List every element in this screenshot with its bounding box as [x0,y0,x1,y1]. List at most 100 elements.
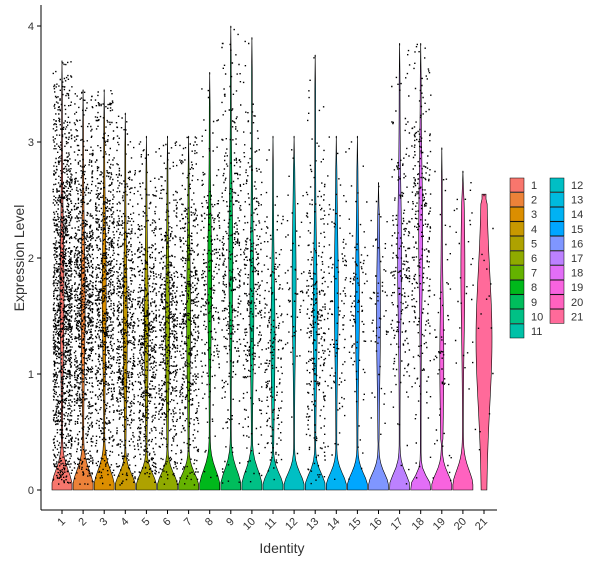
legend-label: 3 [531,209,537,221]
legend-label: 12 [571,180,583,192]
x-tick-label: 19 [431,516,448,533]
jitter-points-9 [221,26,242,484]
legend-item-18: 18 [549,265,583,280]
y-tick-label: 1 [28,369,34,381]
legend-label: 13 [571,195,583,207]
legend-swatch [549,177,565,193]
jitter-points-path-2 [73,91,94,485]
jitter-points-path-11 [263,149,284,481]
legend-label: 16 [571,238,583,250]
legend-item-8: 8 [509,279,537,295]
legend-label: 19 [571,282,583,294]
legend-swatch [549,294,565,310]
legend-swatch [549,236,565,251]
jitter-points-path-9 [221,28,242,484]
legend-label: 4 [531,224,537,236]
legend-item-5: 5 [509,236,537,251]
legend-swatch [549,265,565,280]
x-tick-label: 9 [224,516,237,529]
legend-item-10: 10 [509,309,543,324]
violin-11 [262,135,284,491]
legend-swatch [509,177,525,193]
y-tick-label: 0 [28,485,34,497]
legend-swatch [549,250,565,266]
legend-label: 20 [571,297,583,309]
legend-item-16: 16 [549,236,583,251]
legend-item-6: 6 [509,250,537,266]
violin-8 [199,72,220,491]
legend-swatch [549,309,565,324]
legend-item-7: 7 [509,265,537,280]
x-tick-label: 21 [473,516,490,533]
violin-17 [389,43,410,491]
jitter-points-18 [411,43,432,479]
x-tick-label: 7 [182,516,195,529]
x-tick-label: 20 [452,516,469,533]
violin-15 [347,135,368,491]
jitter-points-21 [474,194,494,451]
legend-item-12: 12 [549,177,583,193]
jitter-points-16 [369,182,389,435]
violin-layer [51,25,493,491]
x-tick-label: 18 [410,516,427,533]
legend-swatch [509,265,525,280]
legend-swatch [509,250,525,266]
jitter-points-19 [432,147,452,482]
jitter-points-path-3 [94,90,116,486]
x-tick-label: 13 [304,516,321,533]
jitter-points-path-4 [115,115,137,486]
legend-swatch [509,206,525,222]
legend-label: 7 [531,268,537,280]
x-tick-label: 8 [203,516,216,529]
legend-swatch [509,221,525,237]
x-tick-label: 15 [346,516,363,533]
legend-label: 10 [531,311,543,323]
jitter-points-1 [52,60,73,485]
legend-swatch [509,323,525,339]
jitter-points-7 [179,136,200,486]
jitter-points-2 [73,89,94,485]
violin-16 [368,182,389,491]
legend-swatch [549,221,565,237]
x-tick-label: 3 [98,516,111,529]
jitter-points-4 [115,113,137,486]
jitter-points-17 [390,43,411,485]
y-ticks: 0 1 2 3 4 [28,21,41,497]
violin-20 [452,170,474,491]
legend-item-20: 20 [549,294,583,310]
jitter-points-path-6 [158,141,179,486]
x-tick-label: 12 [283,516,300,533]
point-layer [52,26,494,486]
x-tick-label: 17 [389,516,406,533]
legend-swatch [549,192,565,207]
legend-label: 8 [531,282,537,294]
y-tick-label: 3 [28,137,34,149]
jitter-points-path-5 [136,141,158,483]
violin-14 [326,135,347,491]
legend-item-15: 15 [549,221,583,237]
violin-21 [475,193,493,491]
legend-item-1: 1 [509,177,537,193]
x-tick-label: 11 [263,516,280,533]
legend-label: 17 [571,253,583,265]
legend-item-17: 17 [549,250,583,266]
x-tick-label: 5 [140,516,153,529]
x-tick-label: 10 [241,516,258,533]
jitter-points-15 [348,136,369,480]
legend-swatch [549,206,565,222]
legend-label: 21 [571,311,583,323]
jitter-points-20 [453,171,474,390]
axes-layer [40,5,497,511]
legend-label: 15 [571,224,583,236]
legend-label: 2 [531,195,537,207]
legend-swatch [509,279,525,295]
legend-item-19: 19 [549,279,583,295]
legend-swatch [509,192,525,207]
jitter-points-path-17 [390,49,411,485]
x-tick-label: 16 [367,516,384,533]
legend-label: 18 [571,268,583,280]
legend-label: 14 [571,209,583,221]
x-ticks: 1 2 3 4 5 6 7 8 9 10 11 12 13 14 15 16 17 18 19 20 21 [55,510,490,533]
